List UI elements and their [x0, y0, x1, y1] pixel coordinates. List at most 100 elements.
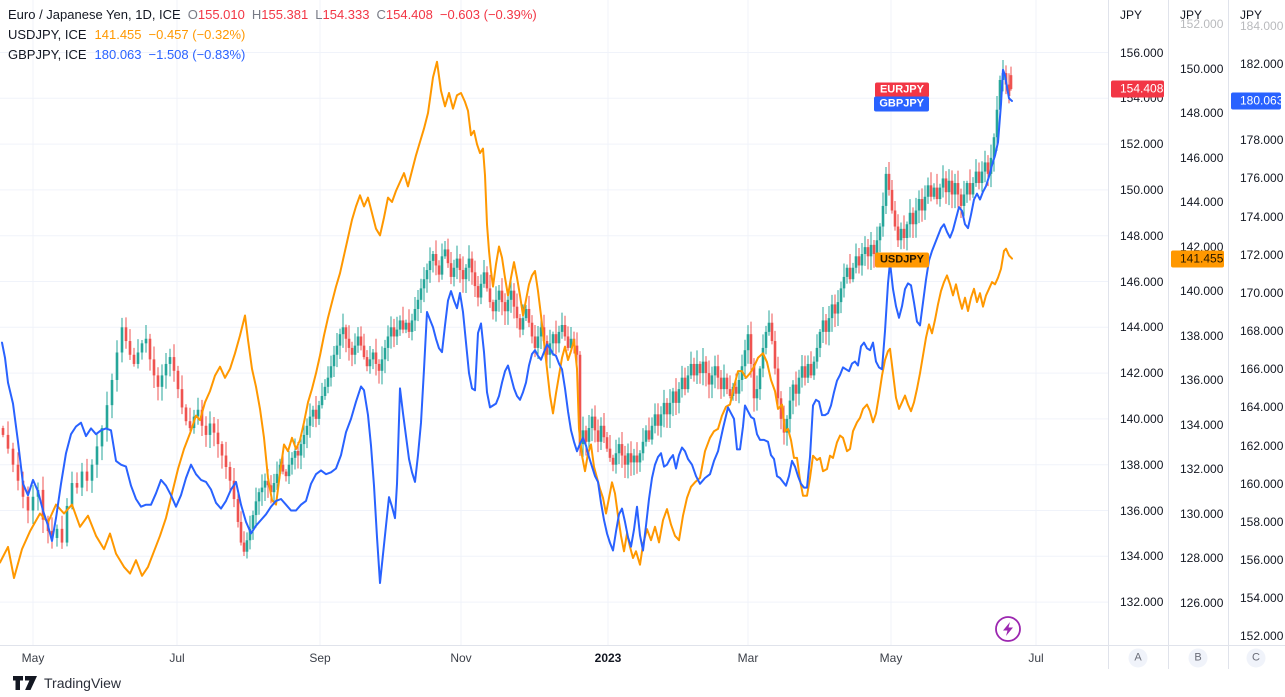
tradingview-logo-icon	[13, 676, 37, 690]
scale-badge-b[interactable]: B	[1188, 648, 1208, 668]
axis-tick: 152.000	[1240, 629, 1284, 644]
axis-tick: 166.000	[1240, 362, 1284, 377]
scale-badge-a[interactable]: A	[1128, 648, 1148, 668]
axis-tick: 138.000	[1120, 457, 1164, 472]
axis-tick: 170.000	[1240, 285, 1284, 300]
axis-tick: 158.000	[1240, 514, 1284, 529]
price-axis-b[interactable]: JPY 152.000 150.000 148.000 146.000 144.000 14…	[1168, 0, 1229, 645]
axis-tick: 148.000	[1120, 228, 1164, 243]
axis-tick: 140.000	[1180, 284, 1224, 298]
axis-tick: 178.000	[1240, 133, 1284, 148]
axis-tick: 136.000	[1180, 373, 1224, 387]
axis-tick: 132.000	[1180, 462, 1224, 476]
usdjpy-series-tag[interactable]: USDJPY	[874, 252, 929, 268]
axis-tick: 146.000	[1120, 274, 1164, 289]
axis-tick: 154.000	[1240, 591, 1284, 606]
last-price-label: 141.455	[1171, 250, 1224, 268]
axis-tick: 150.000	[1120, 182, 1164, 197]
time-axis-label: Sep	[309, 651, 331, 665]
axis-tick: 138.000	[1180, 328, 1224, 343]
footer: TradingView	[0, 669, 1285, 697]
legend-row-usdjpy[interactable]: USDJPY, ICE 141.455 −0.457 (−0.32%)	[8, 25, 537, 45]
open-value: 155.010	[197, 7, 245, 22]
usdjpy-price: 141.455	[94, 27, 142, 42]
axis-tick: 142.000	[1180, 239, 1224, 254]
eurjpy-series-tag[interactable]: EURJPY	[874, 82, 929, 98]
axis-tick: 184.000	[1240, 18, 1284, 33]
time-axis-label: Mar	[737, 651, 759, 665]
axis-tick: 172.000	[1240, 247, 1284, 262]
time-axis-label: May	[879, 651, 903, 665]
gbpjpy-price: 180.063	[94, 47, 142, 62]
gbpjpy-series-tag[interactable]: GBPJPY	[874, 96, 929, 112]
high-value: 155.381	[261, 7, 309, 22]
axis-tick: 156.000	[1120, 45, 1164, 60]
chart-legend: Euro / Japanese Yen, 1D, ICE O155.010 H155…	[8, 5, 537, 65]
usdjpy-change: −0.457 (−0.32%)	[148, 27, 246, 42]
axis-tick: 132.000	[1120, 595, 1164, 610]
axis-tick: 152.000	[1120, 137, 1164, 152]
legend-symbol: GBPJPY, ICE	[8, 47, 87, 62]
legend-symbol: USDJPY, ICE	[8, 27, 87, 42]
axis-tick: 134.000	[1120, 549, 1164, 564]
axis-tick: 144.000	[1180, 195, 1224, 209]
axis-currency-label: JPY	[1120, 8, 1143, 22]
usdjpy-line	[0, 60, 1013, 579]
time-axis-label: 2023	[594, 651, 622, 665]
axis-tick: 142.000	[1120, 366, 1164, 381]
axis-tick: 130.000	[1180, 506, 1224, 521]
last-price-label: 180.063	[1231, 92, 1283, 110]
price-axis-c[interactable]: JPY 184.000 182.000 178.000 176.000 174.000 17…	[1228, 0, 1285, 645]
lightning-icon[interactable]	[995, 616, 1021, 642]
axis-tick: 164.000	[1240, 400, 1284, 415]
axis-tick: 182.000	[1240, 57, 1284, 71]
close-value: 154.408	[385, 7, 433, 22]
axis-tick: 148.000	[1180, 106, 1224, 120]
gbpjpy-line	[1, 68, 1013, 584]
change-value: −0.603 (−0.39%)	[439, 7, 537, 22]
gridlines	[0, 0, 1108, 645]
price-axis-a[interactable]: JPY 156.000 154.000 152.000 150.000 148.000 14…	[1108, 0, 1169, 645]
chart-canvas[interactable]	[0, 0, 1108, 645]
open-label: O	[187, 7, 198, 22]
time-axis-label: Jul	[1028, 651, 1044, 665]
axis-tick: 150.000	[1180, 61, 1224, 76]
axis-separator	[1168, 646, 1169, 670]
axis-tick: 136.000	[1120, 503, 1164, 518]
legend-row-eurjpy[interactable]: Euro / Japanese Yen, 1D, ICE O155.010 H155…	[8, 5, 537, 25]
axis-currency-label: JPY	[1240, 8, 1263, 22]
time-axis[interactable]: May Jul Sep Nov 2023 Mar May Jul A B C	[0, 645, 1285, 671]
axis-tick: 160.000	[1240, 476, 1284, 491]
axis-tick: 176.000	[1240, 171, 1284, 186]
time-axis-label: May	[21, 651, 45, 665]
axis-separator	[1108, 646, 1109, 670]
axis-tick: 152.000	[1180, 17, 1224, 31]
axis-tick: 140.000	[1120, 411, 1164, 426]
last-price-label: 154.408	[1111, 80, 1164, 98]
tradingview-logo-text: TradingView	[44, 675, 122, 691]
tradingview-logo[interactable]: TradingView	[13, 674, 121, 692]
scale-badge-c[interactable]: C	[1246, 648, 1266, 668]
axis-tick: 126.000	[1180, 595, 1224, 610]
axis-tick: 146.000	[1180, 150, 1224, 165]
chart-pane[interactable]: Euro / Japanese Yen, 1D, ICE O155.010 H155…	[0, 0, 1108, 645]
time-axis-label: Jul	[169, 651, 185, 665]
gbpjpy-change: −1.508 (−0.83%)	[148, 47, 246, 62]
axis-tick: 156.000	[1240, 553, 1284, 568]
axis-tick: 174.000	[1240, 209, 1284, 224]
time-axis-label: Nov	[450, 651, 472, 665]
axis-tick: 128.000	[1180, 551, 1224, 565]
axis-separator	[1228, 646, 1229, 670]
close-label: C	[376, 7, 386, 22]
axis-tick: 134.000	[1180, 417, 1224, 432]
legend-row-gbpjpy[interactable]: GBPJPY, ICE 180.063 −1.508 (−0.83%)	[8, 45, 537, 65]
legend-title: Euro / Japanese Yen, 1D, ICE	[8, 7, 181, 22]
axis-tick: 162.000	[1240, 438, 1284, 453]
eurjpy-candles	[1, 60, 1013, 559]
axis-tick: 144.000	[1120, 320, 1164, 335]
low-value: 154.333	[322, 7, 370, 22]
axis-currency-label: JPY	[1180, 8, 1203, 22]
axis-tick: 168.000	[1240, 324, 1284, 339]
high-label: H	[251, 7, 262, 22]
